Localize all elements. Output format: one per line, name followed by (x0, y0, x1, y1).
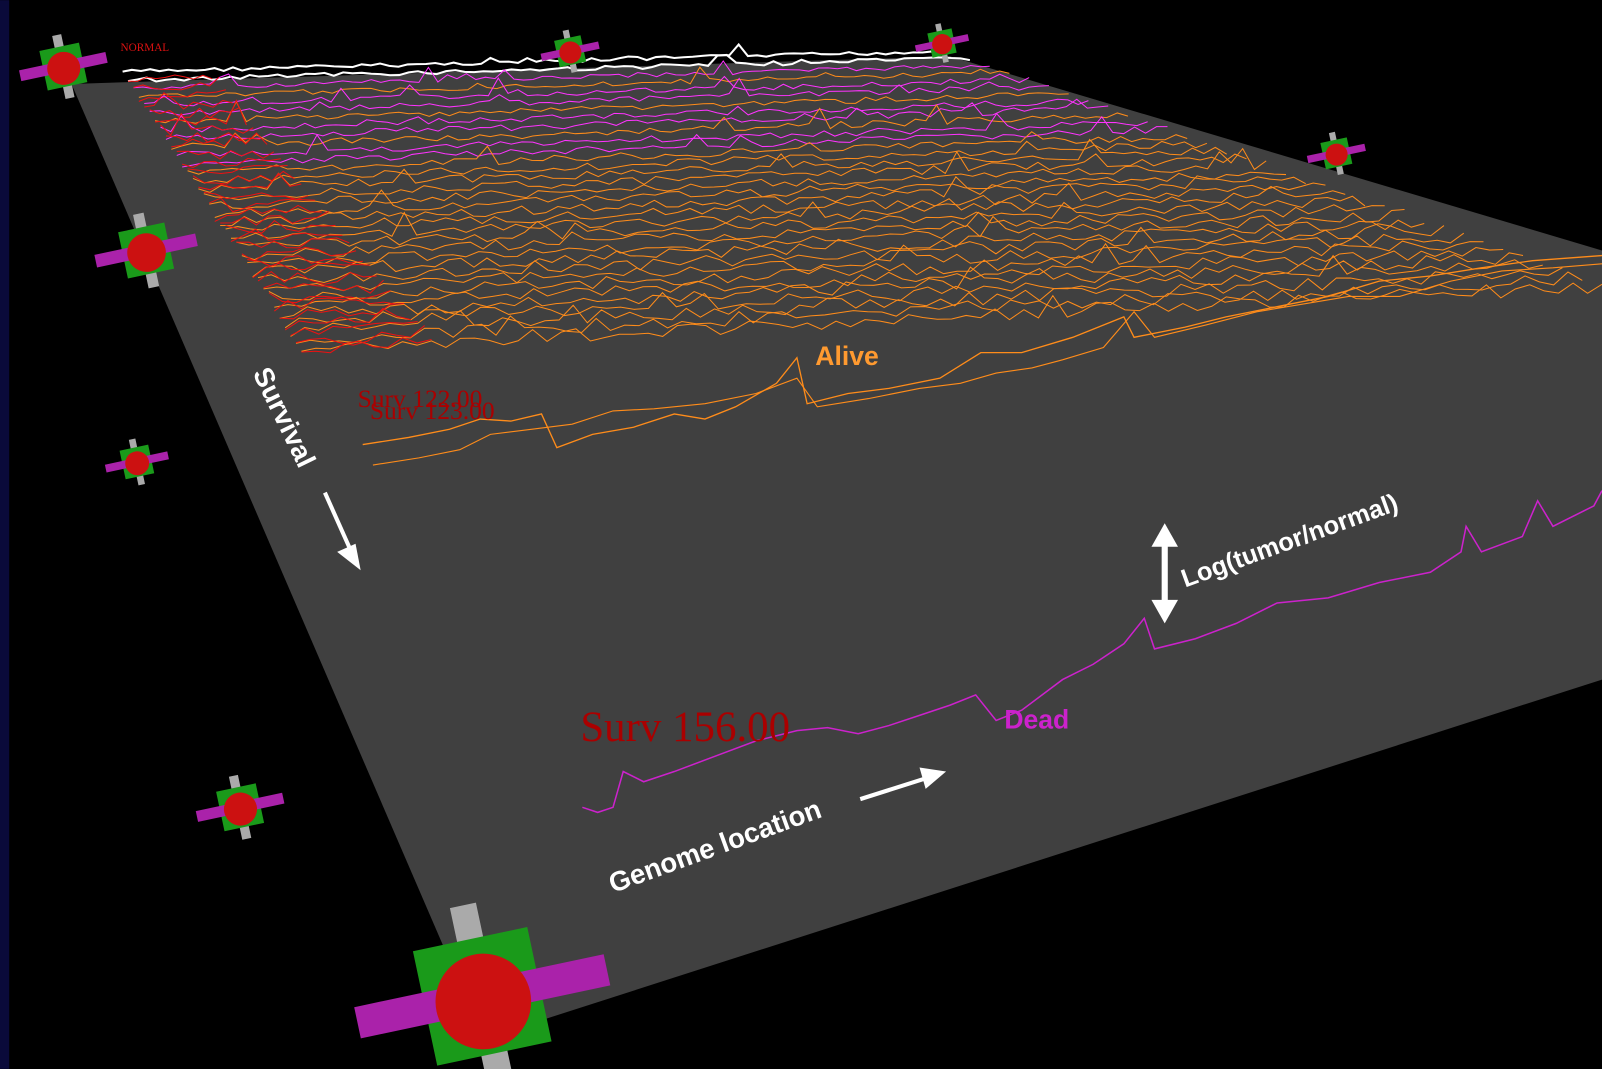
surv-label-large: Surv 156.00 (580, 704, 790, 751)
alive-label: Alive (815, 341, 878, 371)
window-edge (0, 0, 9, 1069)
surv-label-b: Surv 123.00 (370, 396, 495, 425)
normal-label: NORMAL (121, 42, 170, 54)
dead-label: Dead (1004, 705, 1069, 735)
visualization: Alive Dead Survival Genome location Log(… (0, 0, 1602, 1069)
